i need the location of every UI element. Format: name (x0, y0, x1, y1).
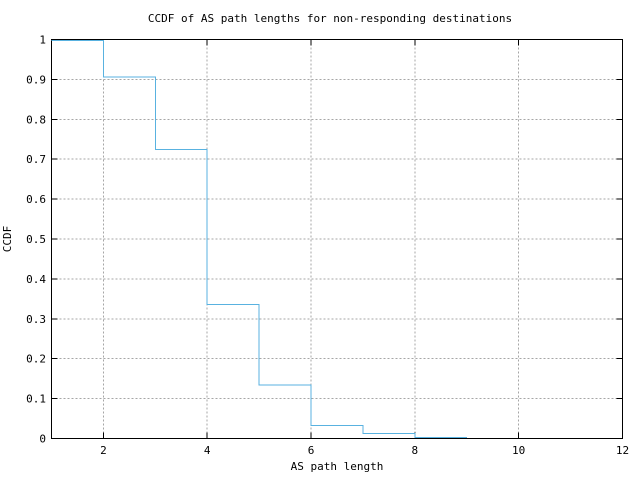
plot-border (51, 39, 623, 439)
y-tick-label: 0.9 (26, 73, 46, 86)
y-tick-label: 0.6 (26, 193, 46, 206)
x-axis-label: AS path length (291, 460, 384, 473)
y-tick-label: 0.7 (26, 153, 46, 166)
x-tick-label: 12 (616, 444, 629, 457)
plot-layer: 2 4 6 8 10 12 0 0.1 0.2 0.3 0.4 0.5 0.6 0.7 0.8 0.9 1 (26, 34, 629, 458)
x-tick-label: 8 (412, 444, 419, 457)
x-tick-label: 6 (308, 444, 315, 457)
y-tick-label: 1 (39, 34, 46, 47)
y-tick-label: 0.4 (26, 273, 46, 286)
chart-title: CCDF of AS path lengths for non-respondi… (148, 12, 512, 25)
x-tick-label: 2 (100, 444, 107, 457)
y-tick-label: 0.3 (26, 313, 46, 326)
y-tick-label: 0.8 (26, 113, 46, 126)
x-tick-label: 10 (512, 444, 525, 457)
y-axis-label: CCDF (1, 226, 14, 253)
y-tick-label: 0.2 (26, 353, 46, 366)
y-tick-label: 0.1 (26, 393, 46, 406)
y-tick-label: 0 (39, 433, 46, 446)
y-tick-label: 0.5 (26, 233, 46, 246)
x-tick-label: 4 (204, 444, 211, 457)
ccdf-step-line (51, 40, 467, 438)
